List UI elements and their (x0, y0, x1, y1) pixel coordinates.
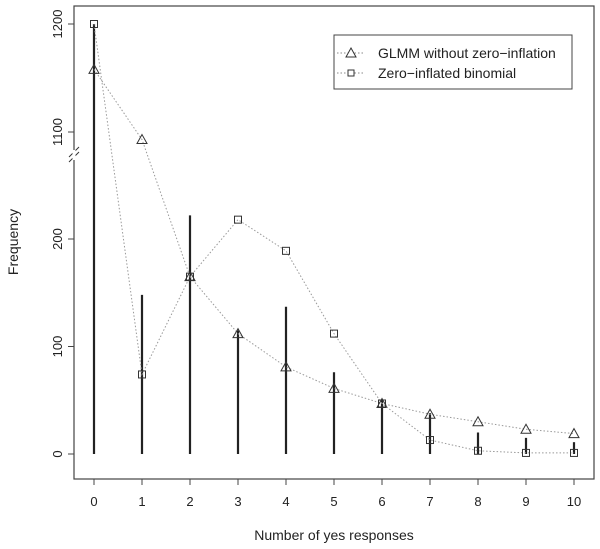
y-tick-label-200: 200 (50, 228, 65, 250)
triangle-point-7 (424, 408, 436, 419)
x-tick-label-7: 7 (426, 494, 433, 509)
series-line-1 (93, 23, 574, 454)
y-tick-label-1200: 1200 (50, 10, 65, 39)
legend-triangle-icon (345, 46, 357, 58)
square-point-6 (378, 399, 386, 408)
x-tick-label-2: 2 (186, 494, 193, 509)
square-point-0 (90, 20, 98, 28)
square-point-1 (138, 370, 146, 379)
triangle-point-0 (88, 63, 100, 74)
square-point-8 (474, 446, 482, 455)
triangle-point-9 (520, 423, 532, 434)
x-tick-label-1: 1 (138, 494, 145, 509)
y-tick-label-100: 100 (50, 336, 65, 358)
legend: GLMM without zero−inflation Zero−inflate… (333, 34, 573, 90)
square-point-9 (522, 448, 530, 457)
y-tick-label-1100: 1100 (50, 118, 65, 146)
x-tick-label-8: 8 (474, 494, 481, 509)
square-point-4 (282, 246, 290, 255)
square-point-5 (330, 329, 338, 338)
square-point-10 (570, 448, 578, 457)
x-tick-label-6: 6 (378, 494, 385, 509)
x-tick-label-9: 9 (522, 494, 529, 509)
legend-label-glmm: GLMM without zero−inflation (378, 45, 556, 61)
x-tick-label-0: 0 (90, 494, 97, 509)
legend-label-zib: Zero−inflated binomial (378, 65, 516, 81)
triangle-point-10 (568, 427, 580, 439)
legend-box (333, 34, 573, 90)
triangle-point-1 (136, 133, 148, 145)
y-axis-label: Frequency (5, 209, 21, 275)
triangle-point-5 (328, 382, 340, 393)
square-point-3 (234, 215, 242, 224)
x-tick-label-3: 3 (234, 494, 241, 509)
x-tick-label-4: 4 (282, 494, 289, 509)
triangle-point-3 (232, 327, 244, 339)
triangle-point-4 (280, 360, 292, 372)
y-tick-label-0: 0 (50, 450, 65, 457)
x-axis-label: Number of yes responses (254, 527, 414, 543)
x-tick-label-10: 10 (567, 494, 581, 509)
square-point-7 (426, 436, 434, 445)
x-tick-label-5: 5 (330, 494, 337, 509)
square-point-2 (186, 272, 194, 281)
legend-square-icon (347, 69, 355, 77)
triangle-point-8 (472, 415, 484, 427)
